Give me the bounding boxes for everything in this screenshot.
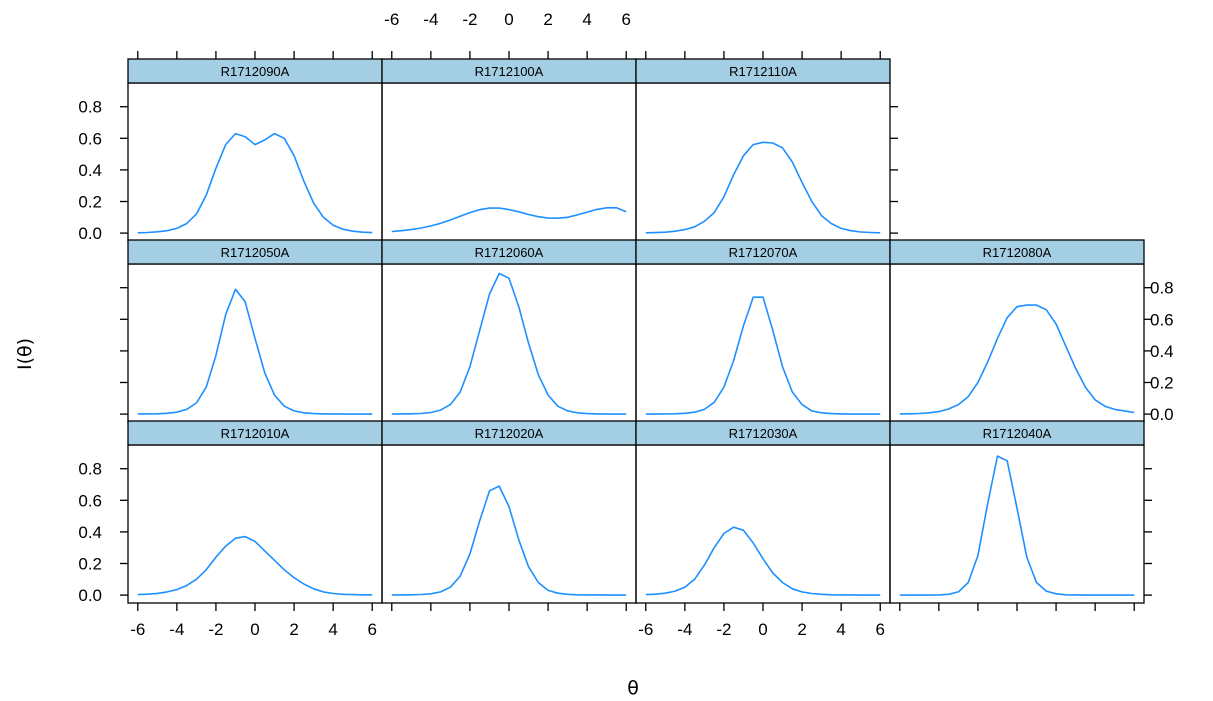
y-tick-label: 0.8 <box>78 460 102 479</box>
panel-strip-label: R1712060A <box>475 245 544 260</box>
panel-strip-label: R1712030A <box>729 426 798 441</box>
y-tick-label: 0.2 <box>78 555 102 574</box>
panel-frames <box>127 82 1145 604</box>
axis-tick-labels: -6 -4 -2 0 2 4 6 -6 -4 -2 0 2 4 6 -6 -4 -2 0 2 4 6 0.0 0.2 0.4 0… <box>78 10 1173 639</box>
panel-strip <box>635 58 891 84</box>
panel-frame <box>381 444 637 604</box>
panel-strip-label: R1712110A <box>729 64 797 79</box>
x-tick-label: 6 <box>621 10 630 29</box>
y-tick-label: 0.2 <box>78 193 102 212</box>
information-curve <box>645 526 881 596</box>
x-tick-label: -4 <box>423 10 438 29</box>
x-axis-title: θ <box>627 677 639 699</box>
x-tick-label: -4 <box>169 620 184 639</box>
information-curves <box>137 132 1135 596</box>
y-axis-title: I(θ) <box>14 338 36 370</box>
panel-frame <box>381 263 637 423</box>
y-tick-label: 0.2 <box>1150 374 1174 393</box>
information-curve <box>137 132 373 234</box>
x-tick-label: 4 <box>582 10 591 29</box>
panel-frame <box>127 444 383 604</box>
information-curve <box>645 296 881 415</box>
x-tick-label: -6 <box>384 10 399 29</box>
x-tick-label: 4 <box>836 620 845 639</box>
y-tick-label: 0.0 <box>78 586 102 605</box>
y-tick-label: 0.4 <box>78 523 102 542</box>
x-tick-label: 2 <box>543 10 552 29</box>
panel-strip <box>127 420 383 446</box>
panel-frame <box>127 263 383 423</box>
panel-strip-label: R1712080A <box>983 245 1052 260</box>
information-curve <box>137 288 373 415</box>
y-tick-label: 0.6 <box>78 129 102 148</box>
panel-frame <box>889 444 1145 604</box>
panel-strip-label: R1712040A <box>983 426 1052 441</box>
information-curve <box>137 535 373 596</box>
y-tick-label: 0.4 <box>1150 342 1174 361</box>
x-tick-label: 0 <box>250 620 259 639</box>
x-tick-label: -2 <box>462 10 477 29</box>
information-curve <box>391 272 627 415</box>
y-tick-label: 0.0 <box>1150 405 1174 424</box>
panel-frame <box>381 82 637 242</box>
x-tick-label: 4 <box>328 620 337 639</box>
panel-strip <box>127 239 383 265</box>
information-curve <box>391 485 627 596</box>
panel-frame <box>635 82 891 242</box>
x-tick-label: 6 <box>875 620 884 639</box>
panel-strip <box>127 58 383 84</box>
information-curve <box>391 207 627 233</box>
x-tick-label: 0 <box>758 620 767 639</box>
panel-strip-label: R1712050A <box>221 245 290 260</box>
x-tick-label: -2 <box>716 620 731 639</box>
panel-strip-label: R1712010A <box>221 426 290 441</box>
x-tick-label: 0 <box>504 10 513 29</box>
panel-strip <box>889 420 1145 446</box>
y-tick-label: 0.8 <box>78 98 102 117</box>
y-tick-label: 0.8 <box>1150 279 1174 298</box>
y-tick-label: 0.4 <box>78 161 102 180</box>
axis-ticks <box>120 51 1152 611</box>
panel-frame <box>127 82 383 242</box>
x-tick-label: -2 <box>208 620 223 639</box>
panel-strip <box>635 420 891 446</box>
panel-frame <box>635 263 891 423</box>
panel-strip-label: R1712020A <box>475 426 544 441</box>
panel-strip-label: R1712090A <box>221 64 290 79</box>
x-tick-label: -4 <box>677 620 692 639</box>
y-tick-label: 0.6 <box>78 491 102 510</box>
y-tick-label: 0.0 <box>78 224 102 243</box>
x-tick-label: 2 <box>289 620 298 639</box>
x-tick-label: 2 <box>797 620 806 639</box>
information-curve <box>645 141 881 234</box>
panel-frame <box>889 263 1145 423</box>
panel-strips: R1712010A R1712020A R1712030A R1712040A R171… <box>127 58 1145 446</box>
information-curve <box>899 455 1135 596</box>
information-curve <box>899 304 1135 415</box>
x-tick-label: -6 <box>638 620 653 639</box>
x-tick-label: 6 <box>367 620 376 639</box>
panel-strip-label: R1712070A <box>729 245 798 260</box>
panel-strip <box>381 420 637 446</box>
panel-strip <box>889 239 1145 265</box>
panel-strip <box>635 239 891 265</box>
panel-frame <box>635 444 891 604</box>
x-tick-label: -6 <box>130 620 145 639</box>
panel-strip-label: R1712100A <box>475 64 544 79</box>
y-tick-label: 0.6 <box>1150 310 1174 329</box>
